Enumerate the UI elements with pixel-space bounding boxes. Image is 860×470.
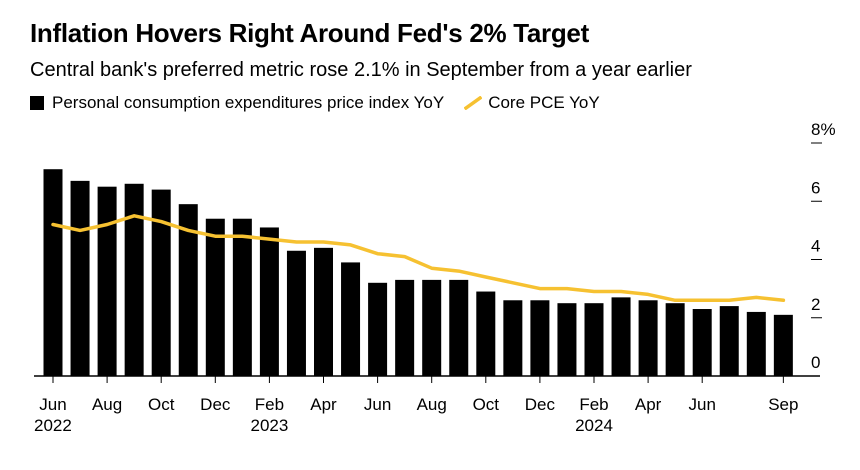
bar xyxy=(422,279,442,376)
chart-subtitle: Central bank's preferred metric rose 2.1… xyxy=(30,59,692,81)
x-tick-label: Aug xyxy=(92,395,122,414)
x-tick-year: 2022 xyxy=(34,416,72,435)
bar xyxy=(124,183,144,376)
bar xyxy=(638,300,658,376)
legend-swatch-core-pce xyxy=(464,96,483,110)
bar xyxy=(746,311,766,376)
bar xyxy=(151,189,171,376)
y-tick-label: 2 xyxy=(811,295,820,314)
legend-label-pce: Personal consumption expenditures price … xyxy=(52,93,445,112)
bar xyxy=(584,303,604,376)
y-tick-label: 0 xyxy=(811,353,820,372)
bar xyxy=(530,300,550,376)
x-tick-label: Dec xyxy=(200,395,231,414)
x-tick-year: 2023 xyxy=(250,416,288,435)
bar xyxy=(449,279,469,376)
bar xyxy=(368,282,388,376)
y-tick-label: 4 xyxy=(811,237,820,256)
bar xyxy=(43,169,63,376)
x-tick-label: Dec xyxy=(525,395,556,414)
y-tick-label: 8% xyxy=(811,120,836,139)
x-tick-label: Jun xyxy=(39,395,66,414)
x-tick-label: Oct xyxy=(148,395,175,414)
x-tick-label: Feb xyxy=(579,395,608,414)
bar xyxy=(97,186,117,376)
legend: Personal consumption expenditures price … xyxy=(30,92,600,114)
chart-title: Inflation Hovers Right Around Fed's 2% T… xyxy=(30,18,589,48)
bar xyxy=(476,291,496,376)
bar xyxy=(314,247,333,376)
bar xyxy=(232,218,252,376)
x-tick-label: Aug xyxy=(417,395,447,414)
bar xyxy=(205,218,225,376)
x-tick-label: Jun xyxy=(364,395,391,414)
bar xyxy=(611,297,631,376)
bar xyxy=(259,227,279,376)
bar xyxy=(665,303,685,376)
x-tick-year: 2024 xyxy=(575,416,613,435)
bar xyxy=(719,306,739,376)
bar xyxy=(70,180,90,376)
bar xyxy=(773,314,793,376)
bar xyxy=(692,309,712,376)
x-tick-label: Apr xyxy=(635,395,662,414)
bar xyxy=(178,204,198,376)
x-tick-label: Jun xyxy=(688,395,715,414)
x-tick-label: Sep xyxy=(768,395,798,414)
bar xyxy=(557,303,577,376)
x-tick-label: Oct xyxy=(473,395,500,414)
bar xyxy=(395,279,415,376)
bar xyxy=(503,300,523,376)
y-tick-label: 6 xyxy=(811,178,820,197)
x-tick-label: Apr xyxy=(310,395,337,414)
legend-label-core-pce: Core PCE YoY xyxy=(488,93,600,112)
bar xyxy=(286,250,306,376)
x-tick-label: Feb xyxy=(255,395,284,414)
core-pce-line xyxy=(51,214,786,303)
legend-swatch-pce xyxy=(30,96,44,110)
bar xyxy=(341,262,361,376)
